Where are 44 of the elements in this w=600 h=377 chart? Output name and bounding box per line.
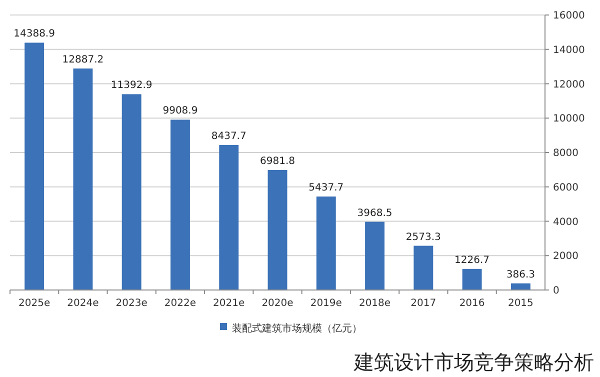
bar: [73, 68, 93, 290]
data-label: 2573.3: [406, 232, 441, 243]
bar: [219, 144, 239, 290]
bar: [122, 94, 142, 290]
data-label: 386.3: [506, 269, 535, 280]
y-tick-label: 10000: [553, 114, 585, 125]
x-tick-label: 2018e: [358, 298, 391, 309]
data-label: 3968.5: [357, 208, 392, 219]
y-tick-label: 8000: [553, 148, 578, 159]
data-label: 14388.9: [14, 28, 55, 40]
bar: [268, 170, 288, 290]
x-tick-label: 2016: [459, 298, 485, 309]
data-label: 12887.2: [62, 54, 104, 66]
bar: [414, 246, 434, 290]
data-label: 1226.7: [454, 254, 490, 266]
bar: [365, 222, 384, 290]
bar: [170, 120, 190, 290]
legend-label: 装配式建筑市场规模（亿元）: [232, 322, 362, 334]
y-tick-label: 16000: [553, 10, 585, 22]
x-tick-label: 2025e: [18, 298, 50, 309]
data-label: 9908.9: [162, 106, 198, 117]
text: 建筑设计市场竞争策略分析: [353, 350, 594, 374]
bar: [316, 196, 336, 290]
data-label: 6981.8: [260, 156, 295, 167]
x-tick-label: 2020e: [262, 298, 294, 309]
x-tick-label: 2015: [508, 298, 534, 309]
y-tick-label: 2000: [553, 251, 578, 262]
data-label: 5437.7: [308, 182, 344, 194]
x-tick-label: 2017: [410, 298, 436, 309]
data-label: 11392.9: [110, 80, 152, 92]
x-tick-label: 2024e: [67, 298, 99, 309]
y-tick-label: 0: [553, 286, 560, 296]
x-tick-label: 2023e: [116, 298, 148, 309]
bar: [462, 268, 482, 290]
x-tick-label: 2019e: [310, 298, 342, 309]
y-tick-label: 4000: [553, 216, 578, 228]
bar: [24, 42, 44, 290]
y-tick-label: 14000: [553, 44, 585, 56]
y-tick-label: 6000: [553, 182, 578, 194]
data-label: 8437.7: [211, 130, 246, 142]
x-tick-label: 2021e: [213, 298, 245, 309]
x-tick-label: 2022e: [164, 298, 196, 309]
y-tick-label: 12000: [553, 79, 585, 90]
bar: [510, 283, 530, 290]
